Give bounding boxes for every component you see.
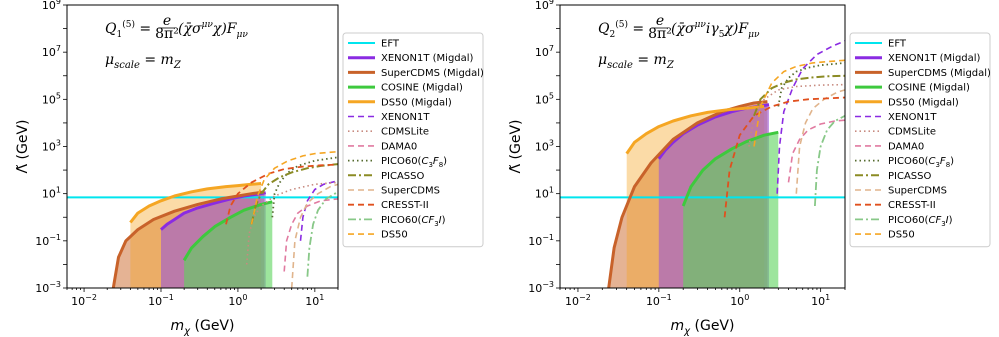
legend: EFT XENON1T (Migdal) SuperCDMS (Migdal) COS… xyxy=(342,32,484,248)
operator-body: (χ̄σμνiγ5χ)Fμν xyxy=(671,20,760,40)
legend-entry: XENON1T xyxy=(888,112,937,123)
operator-body: (χ̄σμνχ)Fμν xyxy=(178,20,248,40)
legend: EFT XENON1T (Migdal) SuperCDMS (Migdal) COS… xyxy=(849,32,991,248)
x-tick-label: 100 xyxy=(228,293,247,308)
legend-entry: PICO60(CF3I) xyxy=(888,215,953,228)
legend-entry: CRESST-II xyxy=(888,200,936,211)
legend-entry: PICASSO xyxy=(888,171,931,182)
legend-entry: CDMSLite xyxy=(888,127,936,138)
y-axis-label: Λ̃ (GeV) xyxy=(15,120,31,174)
legend-entry: DS50 (Migdal) xyxy=(888,97,959,108)
legend-entry: PICO60(C3F8) xyxy=(888,156,954,169)
scale-annotation: μscale = mZ xyxy=(598,52,675,71)
y-tick-label: 10−3 xyxy=(35,280,61,295)
series-line-10 xyxy=(290,183,338,288)
region-4 xyxy=(683,132,779,288)
series-line-2 xyxy=(111,190,265,288)
svg-text:e: e xyxy=(163,13,171,29)
legend-entry: EFT xyxy=(888,39,907,50)
x-tick-label: 101 xyxy=(305,293,324,308)
x-axis-label: mχ (GeV) xyxy=(671,318,735,337)
series-line-3 xyxy=(182,200,273,262)
x-tick-label: 10−2 xyxy=(565,293,591,308)
y-tick-label: 105 xyxy=(535,91,554,106)
legend-entry: XENON1T xyxy=(381,112,430,123)
legend-entry: DAMA0 xyxy=(888,141,924,152)
legend-entry: CDMSLite xyxy=(381,127,429,138)
y-tick-label: 105 xyxy=(42,91,61,106)
series-line-13 xyxy=(250,150,338,225)
legend-entry: COSINE (Migdal) xyxy=(888,83,970,94)
y-tick-label: 10−3 xyxy=(528,280,554,295)
svg-text:e: e xyxy=(656,13,664,29)
legend-entry: XENON1T (Migdal) xyxy=(888,53,981,64)
x-tick-label: 101 xyxy=(811,293,830,308)
y-tick-label: 10−1 xyxy=(528,233,554,248)
operator-annotation: Q2(5) = xyxy=(598,19,644,40)
operator-annotation: Q1(5) = xyxy=(105,19,151,40)
legend-entry: PICASSO xyxy=(381,171,424,182)
legend-entry: DS50 (Migdal) xyxy=(381,97,452,108)
series-line-10 xyxy=(795,89,845,194)
y-axis-label: Λ̃ (GeV) xyxy=(508,120,524,174)
legend-entry: COSINE (Migdal) xyxy=(381,83,463,94)
y-tick-label: 101 xyxy=(535,186,554,201)
series-line-12 xyxy=(306,191,338,277)
legend-entry: PICO60(CF3I) xyxy=(381,215,446,228)
legend-entry: DS50 xyxy=(381,230,408,241)
legend-entry: XENON1T (Migdal) xyxy=(381,53,474,64)
series-line-4 xyxy=(625,104,765,155)
legend-entry: SuperCDMS xyxy=(381,186,440,197)
legend-entry: CRESST-II xyxy=(381,200,429,211)
legend-entry: DS50 xyxy=(888,230,915,241)
x-axis-label: mχ (GeV) xyxy=(171,318,235,337)
legend-entry: SuperCDMS (Migdal) xyxy=(381,68,484,79)
series-line-9 xyxy=(753,74,845,117)
region-4 xyxy=(184,201,273,288)
chart-panel-1: 10−2 10−1 100 101 10−3 10−1 101 103 105 107 109 mχ … xyxy=(15,0,484,337)
series-line-13 xyxy=(753,59,845,147)
series-line-11 xyxy=(225,163,338,225)
series-line-5 xyxy=(776,40,845,194)
x-tick-label: 10−1 xyxy=(148,293,174,308)
series-line-7 xyxy=(283,198,338,272)
legend-entry: SuperCDMS (Migdal) xyxy=(888,68,991,79)
x-tick-label: 100 xyxy=(730,293,749,308)
plot-area xyxy=(560,40,845,288)
series-line-3 xyxy=(681,130,779,207)
series-line-12 xyxy=(814,114,845,207)
plot-area xyxy=(67,150,338,288)
y-tick-label: 101 xyxy=(42,186,61,201)
legend-entry: DAMA0 xyxy=(381,141,417,152)
y-tick-label: 107 xyxy=(535,44,554,59)
y-tick-label: 103 xyxy=(535,139,554,154)
legend-box xyxy=(849,32,991,248)
x-tick-label: 10−2 xyxy=(71,293,97,308)
y-tick-label: 107 xyxy=(42,44,61,59)
chart-panel-2: 10−2 10−1 100 101 10−3 10−1 101 103 105 107 109 mχ … xyxy=(508,0,991,337)
series-line-2 xyxy=(607,100,768,288)
series-line-5 xyxy=(299,180,338,241)
legend-box xyxy=(342,32,484,248)
y-tick-label: 109 xyxy=(535,0,554,12)
legend-entry: PICO60(C3F8) xyxy=(381,156,447,169)
svg-text:8π²: 8π² xyxy=(155,26,179,42)
scale-annotation: μscale = mZ xyxy=(105,52,182,71)
legend-entry: EFT xyxy=(381,39,400,50)
series-line-4 xyxy=(129,182,262,224)
y-tick-label: 10−1 xyxy=(35,233,61,248)
x-tick-label: 10−1 xyxy=(646,293,672,308)
legend-entry: SuperCDMS xyxy=(888,186,947,197)
y-tick-label: 103 xyxy=(42,139,61,154)
svg-text:8π²: 8π² xyxy=(648,26,672,42)
series-line-8 xyxy=(271,156,338,218)
series-line-8 xyxy=(777,62,845,107)
y-tick-label: 109 xyxy=(42,0,61,12)
series-line-9 xyxy=(250,163,338,225)
